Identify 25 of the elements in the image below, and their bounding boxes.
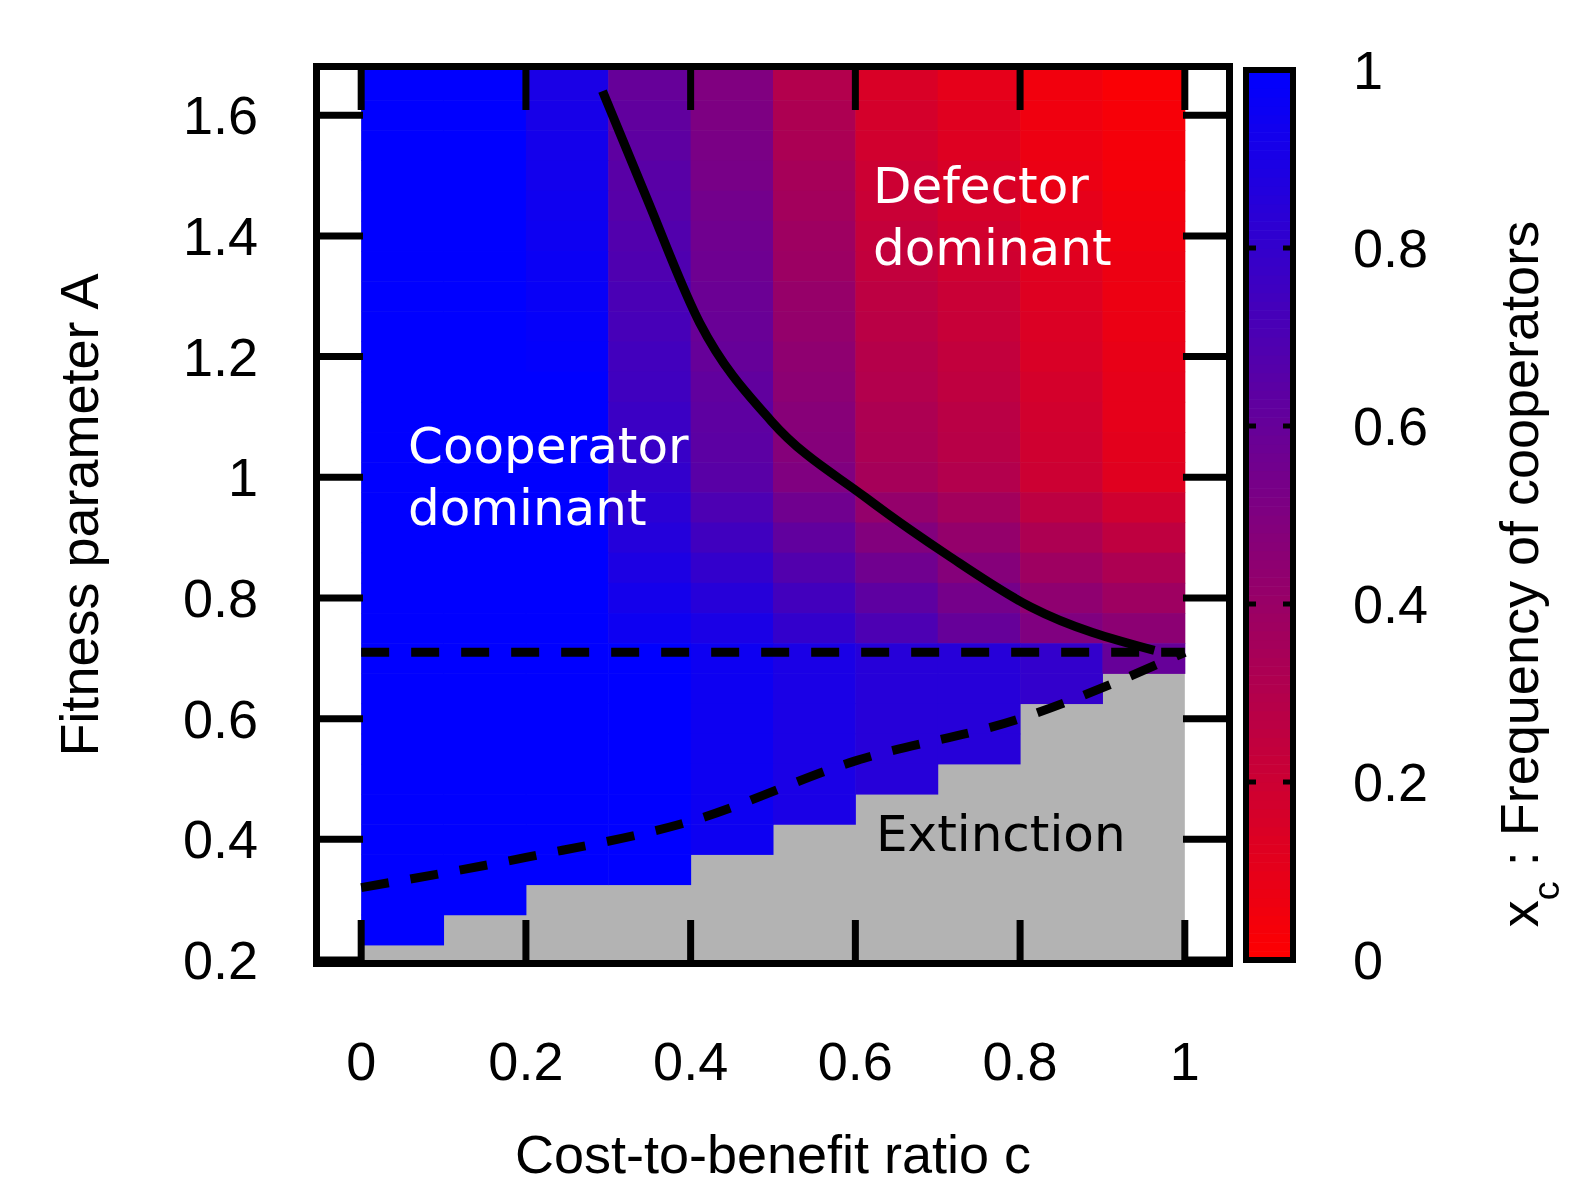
x-tick-label: 0.4 <box>653 1031 729 1091</box>
color-bar-label: 0.8 <box>1353 217 1429 278</box>
y-tick-label: 1.2 <box>182 326 258 387</box>
color-bar-label: 0.2 <box>1353 751 1429 812</box>
x-tick-label: 1 <box>1169 1031 1200 1091</box>
y-tick-label: 0.6 <box>182 688 258 749</box>
annotation: Cooperator dominant <box>408 417 689 537</box>
y-axis-title: Fitness parameter A <box>49 273 109 757</box>
y-tick-label: 1.6 <box>182 85 258 146</box>
x-axis-title: Cost-to-benefit ratio c <box>514 1124 1032 1184</box>
x-tick-label: 0.6 <box>817 1031 893 1091</box>
x-tick-label: 0.8 <box>982 1031 1058 1091</box>
y-tick-label: 1 <box>227 447 258 508</box>
y-tick-label: 1.4 <box>182 205 258 266</box>
x-tick-label: 0.2 <box>488 1031 564 1091</box>
color-bar-label: 0 <box>1353 929 1384 990</box>
x-tick-label: 0 <box>346 1031 377 1091</box>
annotation: Defector dominant <box>873 157 1112 277</box>
y-tick-label: 0.2 <box>182 929 258 990</box>
color-bar-label: 1 <box>1353 39 1384 100</box>
annotation: Extinction <box>876 805 1126 863</box>
y-tick-label: 0.8 <box>182 567 258 628</box>
color-bar-label: 0.6 <box>1353 395 1429 456</box>
color-bar-label: 0.4 <box>1353 573 1429 634</box>
y-tick-label: 0.4 <box>182 809 258 870</box>
